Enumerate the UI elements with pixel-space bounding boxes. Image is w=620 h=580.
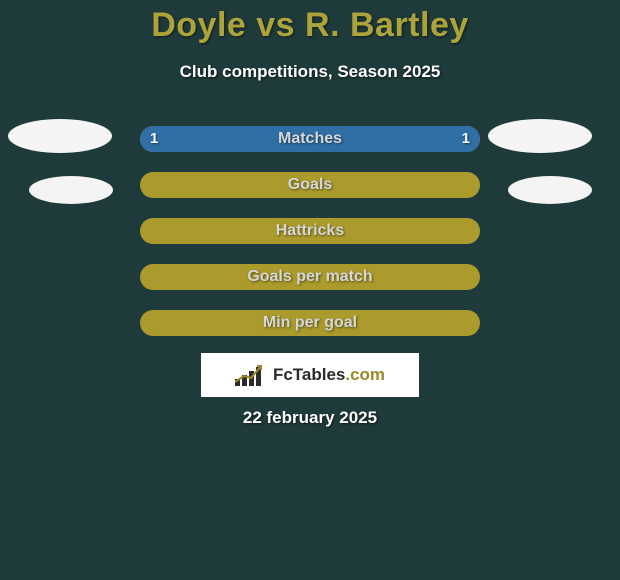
player-photo-left_secondary — [29, 176, 113, 204]
page-title: Doyle vs R. Bartley — [0, 6, 620, 45]
stat-bar-label: Min per goal — [140, 310, 480, 336]
stat-bar-label: Goals — [140, 172, 480, 198]
comparison-infographic: Doyle vs R. Bartley Club competitions, S… — [0, 0, 620, 580]
stat-bar-value-left: 1 — [150, 126, 158, 152]
stat-bar-value-right: 1 — [462, 126, 470, 152]
stat-bar-label: Hattricks — [140, 218, 480, 244]
logo-chart-icon — [235, 364, 267, 386]
stat-bar: Goals per match — [140, 264, 480, 290]
stat-bar-label: Goals per match — [140, 264, 480, 290]
player-photo-right_primary — [488, 119, 592, 153]
subtitle: Club competitions, Season 2025 — [0, 62, 620, 82]
date-label: 22 february 2025 — [0, 408, 620, 428]
logo-trend-line-icon — [235, 362, 267, 386]
brand-suffix: .com — [345, 365, 385, 384]
stat-bar: Matches1 1 — [140, 126, 480, 152]
brand-main: FcTables — [273, 365, 345, 384]
stat-bar: Hattricks — [140, 218, 480, 244]
stat-bar-label: Matches — [140, 126, 480, 152]
player-photo-left_primary — [8, 119, 112, 153]
brand-name: FcTables.com — [273, 365, 385, 385]
stat-bars: Matches1 1 Goals Hattricks Goals per match Mi… — [140, 126, 480, 356]
brand-logo: FcTables.com — [201, 353, 419, 397]
stat-bar: Goals — [140, 172, 480, 198]
stat-bar: Min per goal — [140, 310, 480, 336]
player-photo-right_secondary — [508, 176, 592, 204]
